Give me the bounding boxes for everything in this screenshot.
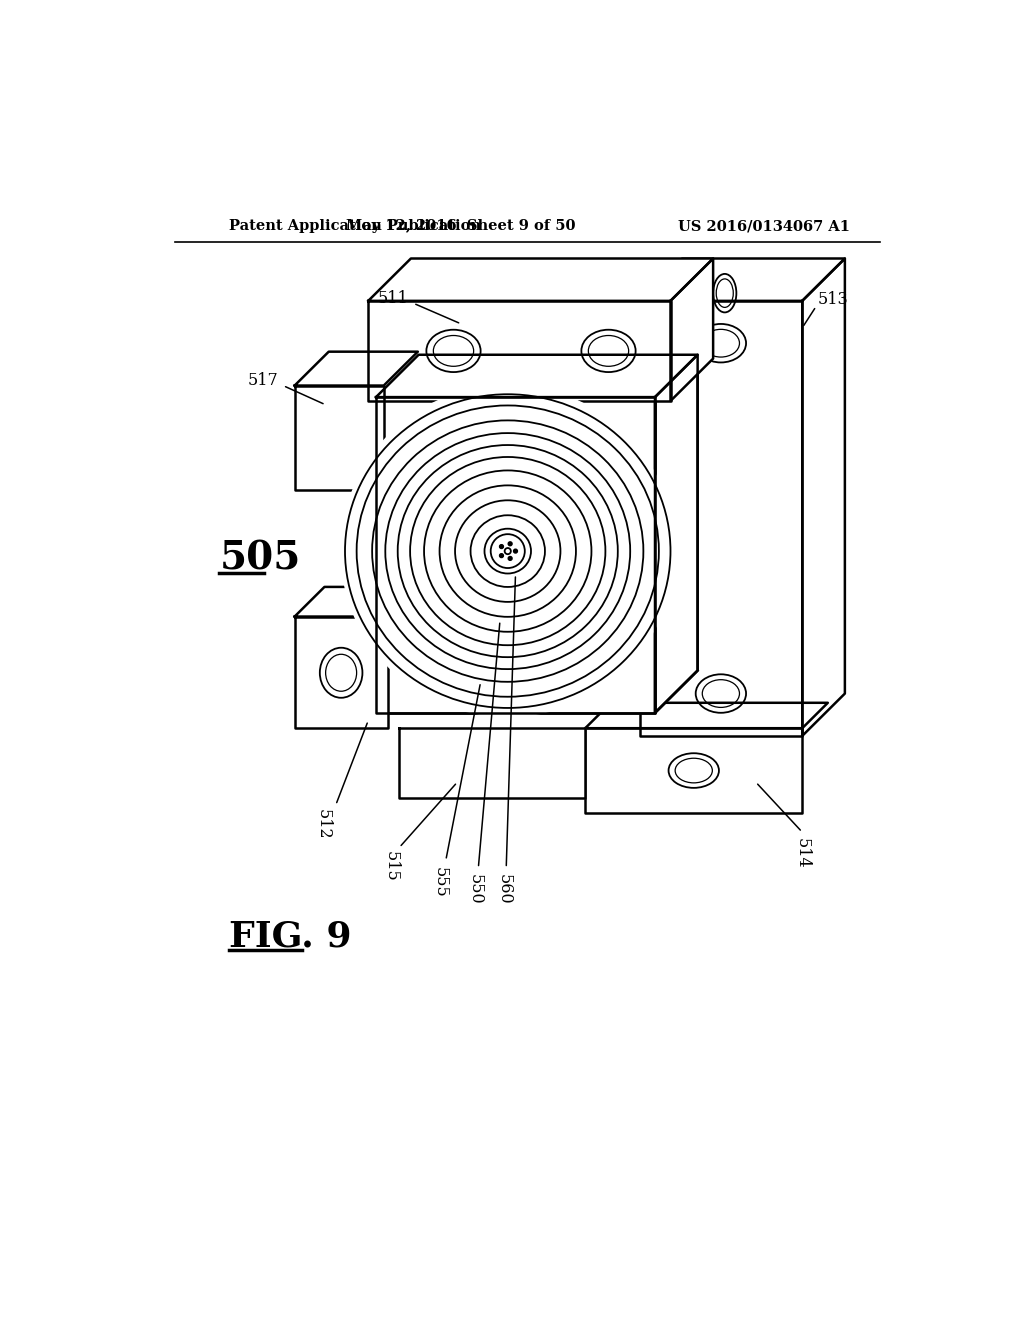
Polygon shape — [369, 301, 671, 401]
Polygon shape — [640, 259, 845, 301]
Circle shape — [508, 557, 512, 561]
Polygon shape — [671, 259, 713, 401]
Text: 550: 550 — [467, 874, 483, 906]
Text: 511: 511 — [378, 290, 409, 308]
Polygon shape — [399, 729, 586, 797]
Circle shape — [505, 548, 511, 554]
Text: 560: 560 — [496, 874, 512, 906]
Polygon shape — [295, 351, 418, 385]
Polygon shape — [586, 729, 802, 813]
Circle shape — [508, 541, 512, 545]
Polygon shape — [655, 355, 697, 713]
Text: 513: 513 — [818, 290, 849, 308]
Text: FIG. 9: FIG. 9 — [228, 919, 351, 953]
Polygon shape — [369, 259, 713, 301]
Text: 515: 515 — [383, 851, 400, 882]
Polygon shape — [295, 616, 388, 729]
Circle shape — [514, 549, 517, 553]
Text: 517: 517 — [248, 372, 279, 388]
Polygon shape — [376, 397, 655, 713]
Circle shape — [490, 535, 524, 568]
Text: US 2016/0134067 A1: US 2016/0134067 A1 — [678, 219, 850, 234]
Polygon shape — [640, 301, 802, 737]
Text: 514: 514 — [794, 837, 811, 869]
Text: 555: 555 — [432, 867, 449, 898]
Polygon shape — [295, 587, 418, 616]
Circle shape — [500, 553, 504, 557]
Text: Patent Application Publication: Patent Application Publication — [228, 219, 480, 234]
Polygon shape — [295, 385, 384, 490]
Polygon shape — [586, 702, 827, 729]
Text: 512: 512 — [314, 809, 332, 840]
Text: May 12, 2016  Sheet 9 of 50: May 12, 2016 Sheet 9 of 50 — [346, 219, 575, 234]
Circle shape — [341, 385, 675, 717]
Polygon shape — [376, 355, 697, 397]
Circle shape — [500, 545, 504, 549]
Polygon shape — [802, 259, 845, 737]
Text: 505: 505 — [219, 540, 301, 578]
